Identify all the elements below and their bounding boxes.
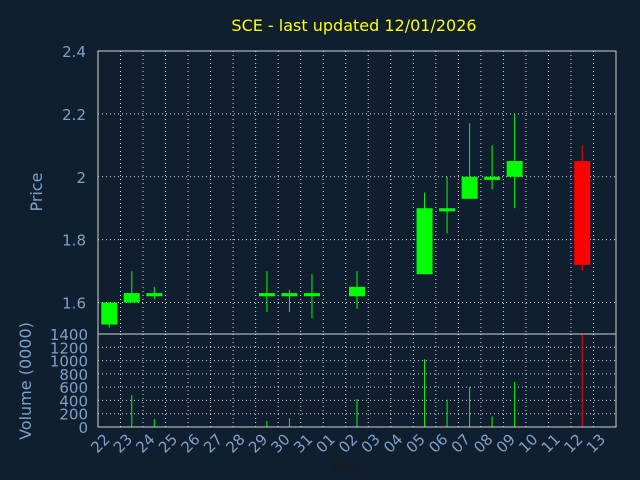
price-tick-label: 1.6 <box>62 295 86 313</box>
candle-body <box>281 293 298 297</box>
price-tick-label: 2 <box>76 169 86 187</box>
x-tick-label: 13 <box>583 430 609 456</box>
x-ticks: 2223242526272829303101020304050607080910… <box>87 430 609 456</box>
volume-axis-label: Volume (0000) <box>16 322 35 440</box>
price-tick-label: 2.2 <box>62 106 86 124</box>
volume-frame <box>97 333 617 428</box>
volume-bars <box>131 334 583 427</box>
x-axis-label: Day <box>332 458 362 476</box>
candle-body <box>258 293 275 297</box>
volume-tick-label: 1000 <box>50 353 88 371</box>
candle-body <box>439 208 456 212</box>
candle-body <box>484 176 501 180</box>
candle-body <box>416 208 433 275</box>
candle-body <box>574 161 591 265</box>
volume-tick-label: 400 <box>59 392 88 410</box>
volume-tick-label: 1200 <box>50 339 88 357</box>
candle-body <box>101 302 118 325</box>
price-tick-label: 1.8 <box>62 232 86 250</box>
candle-body <box>123 293 140 303</box>
volume-tick-label: 1400 <box>50 326 88 344</box>
candle-body <box>303 293 320 297</box>
chart-title: SCE - last updated 12/01/2026 <box>231 16 476 35</box>
candle-body <box>349 286 365 297</box>
candle-body <box>146 293 163 297</box>
candles <box>101 113 591 328</box>
volume-tick-label: 200 <box>59 406 88 424</box>
frames <box>97 50 617 428</box>
price-tick-label: 2.4 <box>62 43 86 61</box>
volume-tick-label: 600 <box>59 379 88 397</box>
volume-tick-label: 800 <box>59 366 88 384</box>
volume-tick-label: 0 <box>78 419 88 437</box>
candle-body <box>506 161 523 177</box>
price-axis-label: Price <box>27 172 46 211</box>
candle-body <box>461 176 478 199</box>
price-y-ticks: 1.6 1.8 2 2.2 2.4 <box>62 43 86 313</box>
